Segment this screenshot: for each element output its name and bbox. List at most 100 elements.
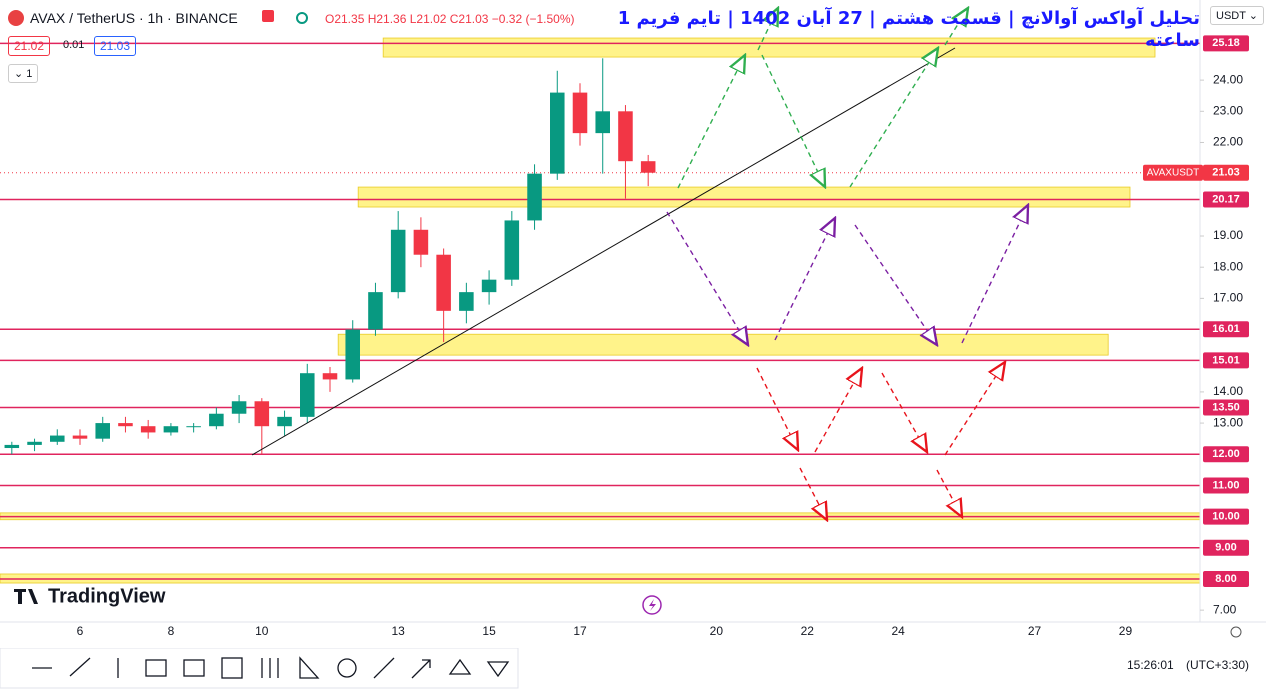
x-tick-label: 22 bbox=[801, 624, 815, 638]
x-tick-label: 13 bbox=[392, 624, 406, 638]
level-label: 13.50 bbox=[1212, 401, 1240, 413]
candle-body bbox=[72, 435, 88, 439]
chart: 7.0013.0014.0017.0018.0019.0022.0023.002… bbox=[0, 0, 1266, 638]
ask-price[interactable]: 21.03 bbox=[94, 36, 137, 56]
candle-body bbox=[436, 254, 451, 311]
annotation-arrow bbox=[799, 467, 827, 520]
x-tick-label: 10 bbox=[255, 624, 269, 638]
candle-body bbox=[95, 423, 110, 439]
candle-body bbox=[254, 401, 270, 427]
tool-icon[interactable] bbox=[69, 657, 91, 677]
symbol-info: AVAX / TetherUS · 1h · BINANCE bbox=[30, 10, 238, 26]
level-label: 20.17 bbox=[1212, 193, 1240, 205]
y-tick-label: 24.00 bbox=[1213, 72, 1243, 86]
annotation-arrow bbox=[944, 8, 968, 46]
flag-icon[interactable] bbox=[262, 10, 274, 22]
y-tick-label: 19.00 bbox=[1213, 228, 1243, 242]
level-label-bg bbox=[1203, 321, 1249, 338]
tool-icon[interactable] bbox=[299, 656, 320, 679]
level-label: 16.01 bbox=[1212, 323, 1240, 335]
settings-icon[interactable] bbox=[1230, 626, 1242, 638]
x-tick-label: 6 bbox=[77, 624, 84, 638]
annotation-arrow bbox=[849, 48, 938, 188]
brand-logo bbox=[14, 589, 38, 604]
zone bbox=[357, 186, 1131, 208]
x-tick-label: 27 bbox=[1028, 624, 1042, 638]
y-tick-label: 23.00 bbox=[1213, 103, 1243, 117]
annotation-arrow bbox=[936, 469, 962, 517]
alert-icon[interactable] bbox=[642, 595, 662, 615]
candle-body bbox=[50, 435, 65, 442]
candle-body bbox=[186, 426, 201, 428]
candle-body bbox=[322, 373, 338, 380]
candle-body bbox=[4, 444, 20, 449]
level-label-bg bbox=[1203, 477, 1249, 494]
candle-body bbox=[550, 92, 565, 174]
symbol-tag-bg bbox=[1143, 164, 1203, 181]
candle-body bbox=[300, 373, 315, 417]
candle-body bbox=[572, 92, 588, 134]
clock: 15:26:01 bbox=[1127, 658, 1174, 672]
level-label: 11.00 bbox=[1213, 479, 1240, 491]
tool-icon[interactable] bbox=[373, 657, 395, 679]
level-label: 25.18 bbox=[1212, 37, 1240, 49]
candle-body bbox=[504, 220, 520, 280]
currency-select[interactable]: USDT ⌄ bbox=[1210, 6, 1265, 25]
timezone: (UTC+3:30) bbox=[1186, 658, 1249, 672]
level-label-bg bbox=[1203, 539, 1249, 556]
annotation-arrow bbox=[677, 55, 745, 189]
level-label-bg bbox=[1203, 399, 1249, 416]
level-label-bg bbox=[1203, 446, 1249, 463]
annotation-arrow bbox=[854, 224, 937, 345]
level-label: 10.00 bbox=[1212, 511, 1240, 523]
brand-name: TradingView bbox=[48, 585, 166, 607]
annotation-arrow bbox=[756, 367, 798, 450]
trend-line bbox=[251, 47, 956, 456]
candle-body bbox=[27, 441, 42, 445]
candle-body bbox=[413, 229, 429, 255]
level-label: 9.00 bbox=[1215, 542, 1236, 554]
tool-icon[interactable] bbox=[411, 659, 431, 679]
bid-price[interactable]: 21.02 bbox=[8, 36, 51, 56]
annotation-arrow bbox=[961, 205, 1028, 344]
level-label-bg bbox=[1203, 35, 1249, 52]
candle-body bbox=[595, 111, 610, 134]
y-tick-label: 14.00 bbox=[1213, 384, 1243, 398]
tool-icon[interactable] bbox=[337, 658, 357, 678]
symbol-tag: AVAXUSDT bbox=[1147, 167, 1199, 178]
candle-body bbox=[345, 329, 360, 380]
candle-body bbox=[209, 413, 224, 427]
toolbar-bg bbox=[0, 648, 519, 689]
x-tick-label: 17 bbox=[573, 624, 587, 638]
candle-body bbox=[618, 111, 633, 162]
level-label-bg bbox=[1203, 352, 1249, 369]
annotation-arrow bbox=[881, 372, 927, 452]
last-price-bg bbox=[1203, 164, 1249, 181]
annotation-arrow bbox=[761, 54, 825, 187]
level-label-bg bbox=[1203, 191, 1249, 208]
alert-icon-bolt bbox=[649, 599, 656, 611]
tool-icon[interactable] bbox=[145, 659, 167, 677]
indicator-toggle[interactable]: ⌄ 1 bbox=[8, 64, 39, 83]
annotation-arrow bbox=[814, 368, 862, 453]
annotation-arrow bbox=[666, 211, 748, 345]
tool-icon[interactable] bbox=[486, 661, 510, 678]
currency: USDT bbox=[1216, 10, 1246, 22]
level-label-bg bbox=[1203, 508, 1249, 525]
candle-body bbox=[390, 229, 406, 293]
tool-icon[interactable] bbox=[183, 659, 205, 677]
annotation-arrow bbox=[757, 8, 778, 51]
symbol-logo bbox=[8, 10, 24, 26]
toolbar: 15:26:01 (UTC+3:30) bbox=[0, 648, 1249, 689]
candle-body bbox=[140, 426, 156, 433]
ohlc: O21.35 H21.36 L21.02 C21.03 −0.32 (−1.50… bbox=[325, 12, 575, 26]
x-tick-label: 24 bbox=[892, 624, 906, 638]
tool-icon[interactable] bbox=[448, 658, 472, 675]
candle-body bbox=[527, 173, 542, 221]
candle-body bbox=[231, 401, 247, 414]
candle-body bbox=[459, 292, 474, 311]
candle-body bbox=[640, 161, 656, 173]
level-label-bg bbox=[1203, 570, 1249, 587]
tool-icon[interactable] bbox=[221, 657, 243, 679]
